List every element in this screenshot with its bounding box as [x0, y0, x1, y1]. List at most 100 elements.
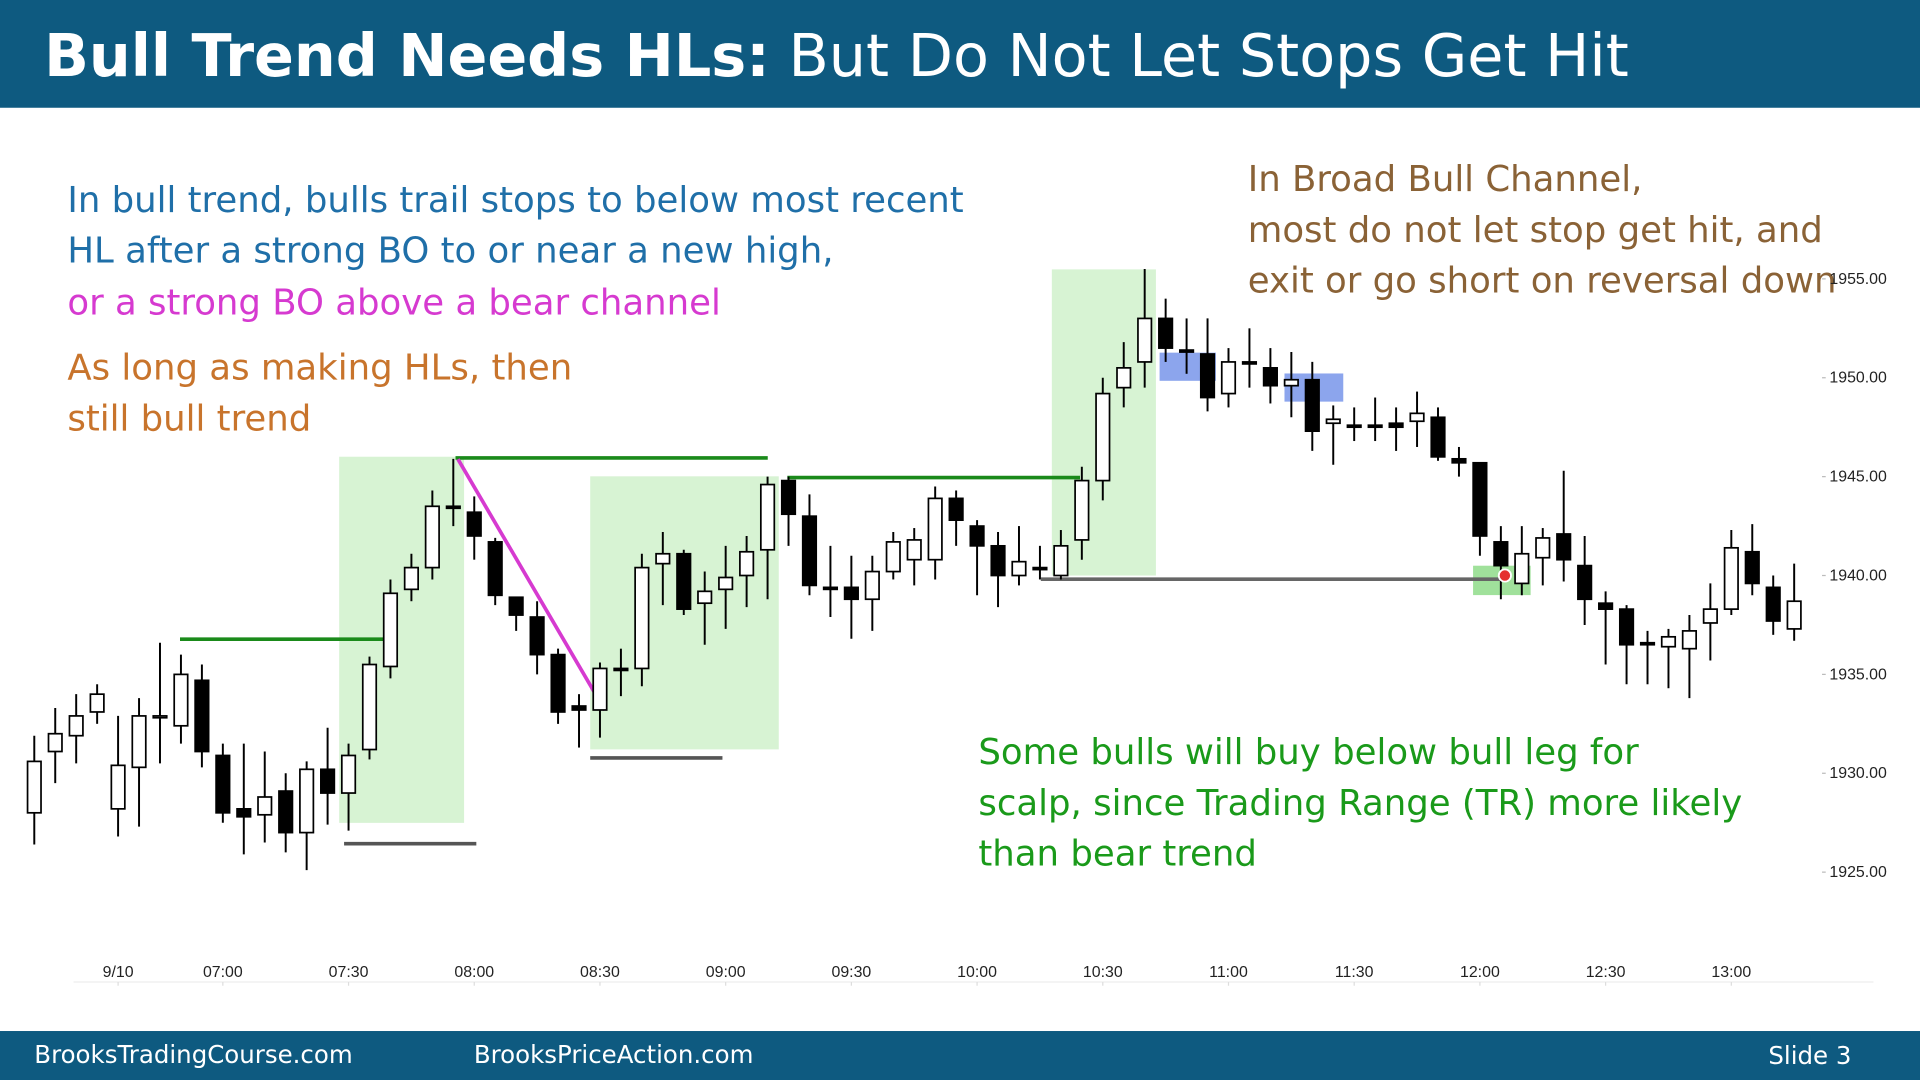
candle-body: [550, 653, 566, 713]
candle-body: [864, 570, 880, 601]
candle-body: [1430, 416, 1446, 458]
annotation-line: exit or go short on reversal down: [1248, 261, 1837, 302]
candle-body: [739, 550, 755, 577]
candle-body: [257, 796, 273, 816]
candle-body: [885, 541, 901, 573]
candle-body: [1032, 566, 1048, 571]
x-tick-label: 10:30: [1083, 964, 1123, 981]
candle-body: [1011, 560, 1027, 577]
candle-body: [1598, 602, 1614, 610]
candle-body: [1702, 608, 1718, 624]
candle-body: [299, 768, 315, 834]
candle-body: [990, 544, 1006, 577]
candle-body: [215, 754, 231, 814]
x-tick-label: 12:00: [1460, 964, 1500, 981]
candle-body: [382, 592, 399, 668]
candle-body: [571, 705, 587, 711]
candle-body: [466, 511, 482, 537]
x-tick-label: 13:00: [1711, 964, 1751, 981]
annotation-line: scalp, since Trading Range (TR) more lik…: [978, 783, 1742, 824]
footer-middle: BrooksPriceAction.com: [474, 1040, 754, 1069]
y-tick-label: 1950.00: [1829, 370, 1887, 387]
candle-body: [676, 552, 692, 610]
y-tick-label: 1930.00: [1829, 765, 1887, 782]
bear-channel-line: [456, 458, 607, 712]
x-tick-label: 09:30: [831, 964, 871, 981]
x-tick-label: 07:00: [203, 964, 243, 981]
candle-body: [1053, 544, 1069, 577]
candle-body: [1388, 422, 1404, 429]
candle-body: [927, 497, 943, 561]
candle-body: [592, 667, 608, 711]
candle-body: [173, 673, 189, 727]
candle-body: [320, 768, 336, 794]
candles: [26, 268, 1802, 871]
annotations: In bull trend, bulls trail stops to belo…: [67, 159, 1836, 875]
candle-body: [1283, 378, 1299, 387]
candle-body: [278, 790, 294, 834]
annotation-line: Some bulls will buy below bull leg for: [978, 732, 1639, 773]
title-bold: Bull Trend Needs HLs:: [44, 21, 770, 90]
annotation-line: most do not let stop get hit, and: [1248, 210, 1823, 251]
annotation-line: or a strong BO above a bear channel: [67, 283, 721, 324]
annotation-line: still bull trend: [67, 398, 311, 439]
x-tick-label: 9/10: [103, 964, 134, 981]
candle-body: [1220, 361, 1237, 395]
candle-body: [843, 586, 859, 601]
candle-body: [1618, 608, 1635, 646]
candle-body: [1535, 537, 1551, 559]
y-tick-label: 1940.00: [1829, 567, 1887, 584]
candle-body: [1723, 546, 1739, 610]
candle-body: [1493, 541, 1509, 567]
candle-body: [131, 715, 147, 769]
candle-body: [1367, 424, 1383, 429]
candle-body: [1514, 552, 1530, 585]
candle-body: [948, 497, 964, 521]
candle-body: [1472, 461, 1488, 537]
y-tick-label: 1935.00: [1829, 666, 1887, 683]
candle-body: [906, 539, 922, 561]
candle-body: [1451, 457, 1467, 464]
annotation-line: As long as making HLs, then: [67, 348, 572, 389]
candle-body: [1681, 630, 1698, 650]
candle-body: [1409, 412, 1425, 423]
candle-body: [340, 754, 357, 794]
candle-body: [89, 693, 105, 713]
candle-body: [1660, 635, 1677, 648]
candle-body: [152, 715, 168, 719]
candle-body: [697, 590, 713, 605]
candle-body: [47, 732, 63, 753]
candle-body: [26, 760, 42, 814]
candle-body: [1095, 392, 1111, 482]
annotation-line: In bull trend, bulls trail stops to belo…: [67, 180, 963, 221]
candle-body: [759, 483, 776, 551]
x-tick-label: 08:00: [454, 964, 494, 981]
candle-body: [1577, 564, 1593, 601]
candle-body: [1744, 550, 1760, 585]
candle-body: [236, 808, 252, 818]
footer-left: BrooksTradingCourse.com: [34, 1040, 352, 1069]
footer-bar: [0, 1031, 1920, 1080]
annotation-line: HL after a strong BO to or near a new hi…: [67, 231, 833, 272]
candle-body: [68, 715, 84, 737]
candle-body: [718, 576, 734, 591]
candle-body: [1199, 353, 1216, 399]
title-rest: But Do Not Let Stops Get Hit: [788, 21, 1628, 90]
candle-body: [1346, 424, 1362, 429]
candle-body: [655, 552, 671, 565]
candle-body: [403, 566, 419, 591]
candle-body: [110, 764, 126, 810]
x-tick-label: 10:00: [957, 964, 997, 981]
x-tick-label: 11:30: [1335, 964, 1374, 981]
y-tick-label: 1945.00: [1829, 469, 1887, 486]
x-tick-label: 12:30: [1586, 964, 1626, 981]
x-tick-label: 08:30: [580, 964, 620, 981]
candle-body: [634, 566, 650, 670]
slide-title: Bull Trend Needs HLs: But Do Not Let Sto…: [44, 21, 1629, 90]
candle-body: [1765, 586, 1781, 622]
candle-body: [822, 586, 839, 591]
candle-body: [1556, 533, 1572, 561]
y-tick-label: 1955.00: [1829, 271, 1887, 288]
candle-body: [1137, 317, 1153, 363]
